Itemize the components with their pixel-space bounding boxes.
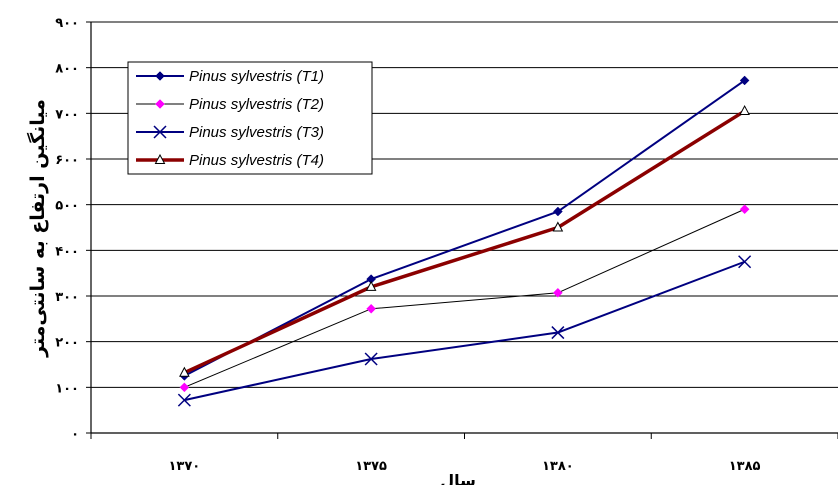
- legend-box: [127, 61, 373, 175]
- series-lines: [177, 75, 752, 407]
- x-tick-labels: ۱۳۷۰ ۱۳۷۵ ۱۳۸۰ ۱۳۸۵: [90, 433, 838, 474]
- y-tick-label: ۳۰۰: [55, 290, 79, 305]
- data-point-t4: [739, 104, 750, 116]
- y-tick-label: ۰: [71, 427, 79, 442]
- y-tick-label: ۱۰۰: [55, 381, 79, 396]
- data-point-t4: [179, 366, 190, 377]
- data-point-t2: [366, 303, 376, 314]
- x-tick-label: ۱۳۸۰: [542, 459, 574, 474]
- legend-entry-label: Pinus sylvestris (T4): [189, 152, 324, 169]
- y-tick-label: ۵۰۰: [55, 199, 79, 214]
- data-point-t4: [552, 221, 564, 232]
- y-axis-label: میانگین ارتفاع به سانتی‌متر: [26, 99, 49, 358]
- y-tick-labels: ۰ ۱۰۰ ۲۰۰ ۳۰۰ ۴۰۰ ۵۰۰ ۶۰۰ ۷۰۰ ۸۰۰ ۹۰۰: [55, 16, 91, 442]
- series-line-t2: [184, 208, 745, 388]
- y-tick-label: ۸۰۰: [55, 62, 79, 77]
- data-point-t3: [364, 352, 378, 366]
- legend-marker: [155, 71, 165, 81]
- legend-marker: [154, 153, 166, 164]
- data-point-t2: [553, 287, 563, 298]
- series-line-t3: [184, 260, 745, 402]
- legend-entry-label: Pinus sylvestris (T2): [189, 96, 324, 113]
- y-tick-label: ۷۰۰: [55, 107, 79, 122]
- data-point-t3: [738, 255, 752, 269]
- x-tick-label: ۱۳۸۵: [729, 459, 761, 474]
- x-axis-label: سال: [440, 471, 476, 485]
- y-tick-label: ۹۰۰: [55, 16, 79, 31]
- x-tick-label: ۱۳۷۰: [169, 459, 201, 474]
- data-point-t2: [179, 382, 190, 393]
- data-point-t3: [551, 326, 565, 340]
- data-point-t1: [553, 206, 563, 217]
- y-tick-label: ۲۰۰: [55, 336, 79, 351]
- legend-entry-label: Pinus sylvestris (T3): [189, 124, 324, 141]
- legend-marker: [153, 125, 167, 139]
- data-point-t4: [365, 280, 377, 291]
- y-tick-label: ۶۰۰: [55, 153, 79, 168]
- legend-marker: [155, 99, 165, 109]
- legend-entry-label: Pinus sylvestris (T1): [189, 68, 324, 85]
- x-tick-label: ۱۳۷۵: [355, 459, 387, 474]
- data-point-t3: [177, 393, 191, 407]
- y-tick-label: ۴۰۰: [55, 244, 79, 259]
- series-line-t1: [183, 79, 746, 377]
- legend: Pinus sylvestris (T1) Pinus sylvestris (T…: [127, 61, 373, 175]
- data-point-t1: [739, 75, 750, 86]
- series-line-t4: [183, 109, 746, 375]
- data-point-t2: [739, 204, 750, 215]
